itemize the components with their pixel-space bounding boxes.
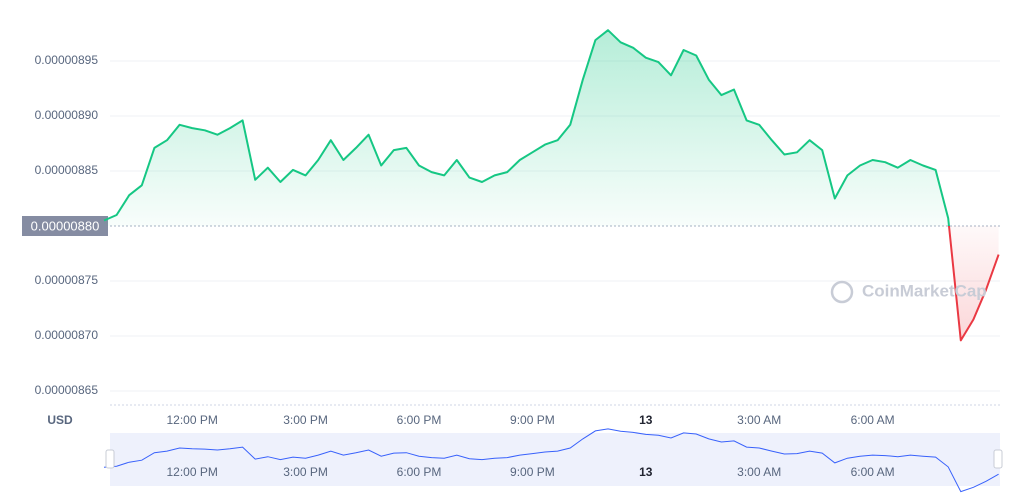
navigator-handle[interactable]: [105, 449, 115, 469]
y-tick-label: 0.00000875: [35, 273, 99, 287]
navigator-tick-label: 3:00 AM: [737, 465, 781, 479]
navigator-handle[interactable]: [993, 449, 1003, 469]
navigator-tick-label: 9:00 PM: [510, 465, 555, 479]
grid: 0.00000865 0.00000870 0.00000875 0.00000885…: [35, 53, 1000, 427]
navigator-tick-label: 6:00 AM: [851, 465, 895, 479]
navigator-tick-label: 3:00 PM: [283, 465, 328, 479]
baseline-box: [22, 216, 108, 236]
navigator-tick-label: 13: [639, 465, 653, 479]
x-tick-label: 9:00 PM: [510, 413, 555, 427]
currency-label: USD: [47, 413, 73, 427]
y-tick-label: 0.00000890: [35, 108, 99, 122]
price-line: [103, 29, 1000, 342]
y-tick-label: 0.00000865: [35, 383, 99, 397]
y-tick-label: 0.00000870: [35, 328, 99, 342]
watermark-logo: [830, 280, 854, 304]
x-tick-label: 6:00 PM: [397, 413, 442, 427]
y-tick-label: 0.00000885: [35, 163, 99, 177]
watermark: CoinMarketCap: [862, 281, 987, 300]
navigator[interactable]: [110, 433, 1000, 486]
x-tick-label: 3:00 AM: [737, 413, 781, 427]
navigator-tick-label: 6:00 PM: [397, 465, 442, 479]
navigator-plot: 12:00 PM 3:00 PM 6:00 PM 9:00 PM 13 3:00 AM 6:…: [103, 428, 999, 493]
x-tick-label: 12:00 PM: [167, 413, 218, 427]
x-tick-label: 6:00 AM: [851, 413, 895, 427]
y-tick-label: 0.00000895: [35, 53, 99, 67]
x-tick-label: 13: [639, 413, 653, 427]
area: [104, 30, 999, 341]
baseline-label: 0.00000880: [31, 218, 100, 233]
navigator-tick-label: 12:00 PM: [167, 465, 218, 479]
x-tick-label: 3:00 PM: [283, 413, 328, 427]
plot: 0.00000880: [22, 29, 1000, 342]
navigator-line: [103, 428, 999, 493]
